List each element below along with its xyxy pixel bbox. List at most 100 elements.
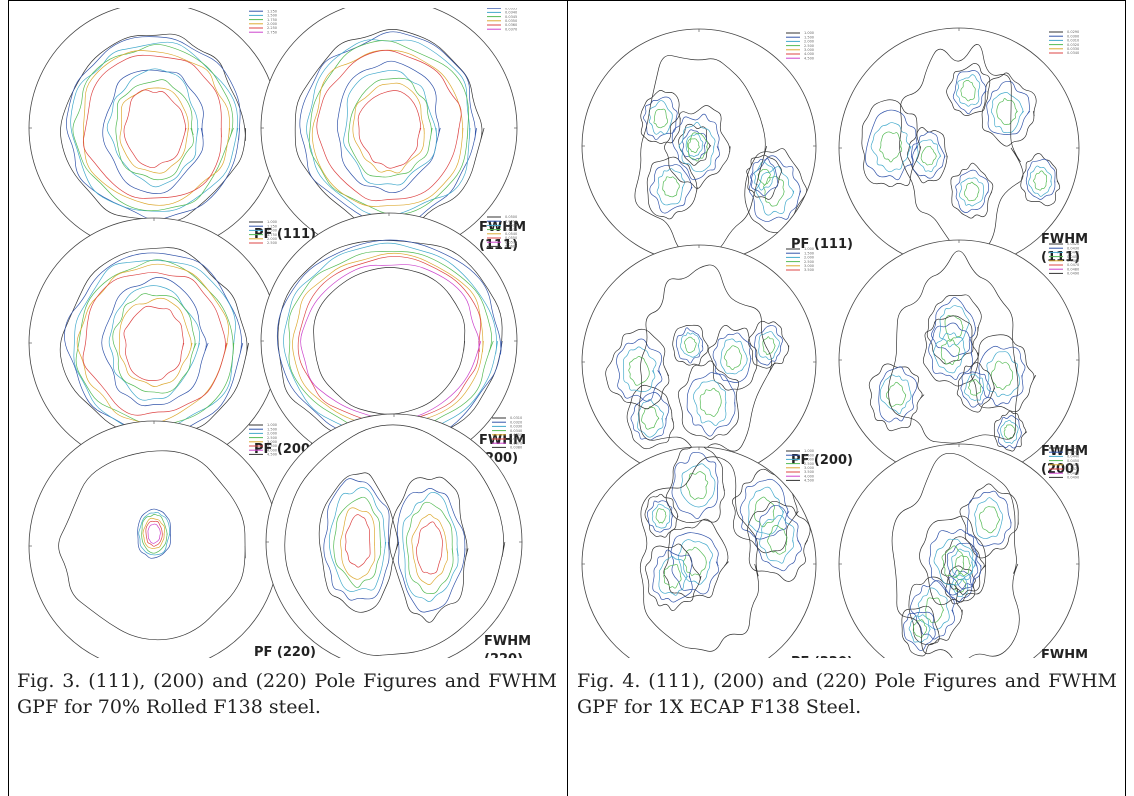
legend-value: 0.0370 (510, 441, 522, 445)
legend-value: 2.500 (267, 241, 277, 245)
contour-lines (639, 447, 811, 652)
fwhm-figure-fig3-0 (260, 8, 518, 257)
pf-label: PF (111) (254, 227, 316, 242)
figure-3-pole-figures: 1.0001.2501.5001.7502.0002.2502.7500.033… (28, 8, 531, 658)
legend-value: 0.0440 (1067, 251, 1079, 255)
legend-value: 3.000 (804, 48, 814, 52)
legend-value: 0.0440 (1067, 455, 1079, 459)
legend-value: 3.500 (804, 268, 814, 272)
legend-value: 0.0430 (1067, 246, 1079, 250)
legend-value: 1.000 (804, 449, 814, 453)
legend-value: 1.500 (804, 453, 814, 457)
legend-value: 2.000 (267, 237, 277, 241)
legend-value: 4.500 (804, 479, 814, 483)
legend-value: 0.0320 (1067, 43, 1079, 47)
legend-value: 4.500 (804, 56, 814, 60)
legend-value: 3.500 (804, 470, 814, 474)
legend-value: 0.0300 (1067, 34, 1079, 38)
pole-figure-fig3-2 (28, 420, 280, 658)
fwhm-label: FWHM(220) (484, 634, 531, 658)
figure-table: 1.0001.2501.5001.7502.0002.2502.7500.033… (8, 0, 1126, 796)
fwhm-figure-fig3-2 (265, 413, 523, 658)
contour-lines (605, 264, 790, 454)
pole-figure-fig4-0 (581, 28, 817, 264)
legend-value: 4.000 (804, 52, 814, 56)
pole-figure-fig3-0 (28, 8, 280, 254)
contour-lines (284, 424, 506, 656)
legend-value: 1.000 (267, 220, 277, 224)
legend-value: 0.0460 (1067, 259, 1079, 263)
pf-label: PF (200) (254, 442, 316, 457)
legend-value: 4.000 (804, 474, 814, 478)
pf-label: PF (200) (791, 453, 853, 468)
legend-value: 0.0420 (1067, 446, 1079, 450)
legend-value: 1.500 (804, 35, 814, 39)
legend-value: 0.0340 (505, 11, 517, 15)
figure-3-caption: Fig. 3. (111), (200) and (220) Pole Figu… (17, 670, 557, 718)
figure-3-panel: 1.0001.2501.5001.7502.0002.2502.7500.033… (14, 8, 562, 658)
legend-value: 0.0330 (510, 425, 522, 429)
legend-value: 2.500 (804, 260, 814, 264)
legend-value: 0.0500 (505, 215, 517, 219)
legend-value: 4.000 (267, 448, 277, 452)
legend-value: 3.000 (804, 264, 814, 268)
legend-value: 1.500 (267, 427, 277, 431)
legend-value: 0.0335 (505, 8, 517, 10)
legend-value: 2.250 (267, 26, 277, 30)
legend-value: 0.0510 (505, 219, 517, 223)
legend-value: 0.0530 (505, 228, 517, 232)
table-center-divider (567, 0, 568, 796)
fwhm-label: FWHM (200) (479, 433, 526, 466)
table-right-border (1125, 0, 1126, 796)
fwhm-legend-fig3-1: 0.05000.05100.05200.05300.05400.05500.05… (487, 215, 517, 249)
fwhm-legend-fig4-1: 0.04200.04300.04400.04500.04600.04700.04… (1049, 242, 1079, 276)
legend-value: 0.0340 (1067, 51, 1079, 55)
legend-value: 2.000 (804, 256, 814, 260)
legend-value: 0.0520 (505, 224, 517, 228)
contour-lines (868, 250, 1037, 452)
legend-value: 2.750 (267, 30, 277, 34)
legend-value: 0.0600 (505, 245, 517, 249)
legend-value: 2.000 (267, 432, 277, 436)
legend-value: 0.0350 (510, 433, 522, 437)
fwhm-label: FWHM (111) (1041, 232, 1088, 265)
table-left-border (8, 0, 9, 796)
legend-value: 0.0350 (505, 19, 517, 23)
legend-value: 0.0490 (1067, 272, 1079, 276)
fwhm-figure-fig4-1 (838, 239, 1080, 481)
contour-lines (634, 55, 809, 255)
fwhm-figure-fig4-0 (838, 27, 1080, 269)
legend-value: 1.250 (267, 224, 277, 228)
fwhm-legend-fig3-2: 0.03100.03200.03300.03400.03500.03600.03… (492, 416, 522, 450)
legend-value: 1.750 (267, 18, 277, 22)
legend-value: 2.000 (804, 458, 814, 462)
pole-figure-outline (28, 420, 280, 658)
pole-figure-fig4-2 (581, 446, 817, 658)
legend-value: 0.0290 (1067, 30, 1079, 34)
legend-value: 0.0480 (1067, 471, 1079, 475)
legend-value: 1.250 (267, 9, 277, 13)
legend-value: 0.0345 (505, 15, 517, 19)
legend-value: 0.0550 (505, 236, 517, 240)
legend-value: 1.500 (267, 14, 277, 18)
fwhm-label: FWHM(220) (1041, 648, 1088, 658)
legend-value: 0.0340 (510, 429, 522, 433)
legend-value: 1.000 (267, 423, 277, 427)
contour-lines (294, 29, 485, 229)
fwhm-label: FWHM (111) (479, 220, 526, 253)
pf-label: PF (220) (791, 655, 853, 658)
legend-value: 1.500 (267, 229, 277, 233)
contour-lines (60, 33, 246, 222)
legend-value: 0.0540 (505, 232, 517, 236)
legend-value: 3.000 (804, 466, 814, 470)
fwhm-legend-fig4-2: 0.04200.04300.04400.04500.04600.04700.04… (1049, 446, 1079, 480)
legend-value: 0.0430 (1067, 450, 1079, 454)
legend-value: 1.750 (267, 233, 277, 237)
legend-value: 0.0450 (1067, 255, 1079, 259)
legend-value: 4.500 (267, 453, 277, 457)
